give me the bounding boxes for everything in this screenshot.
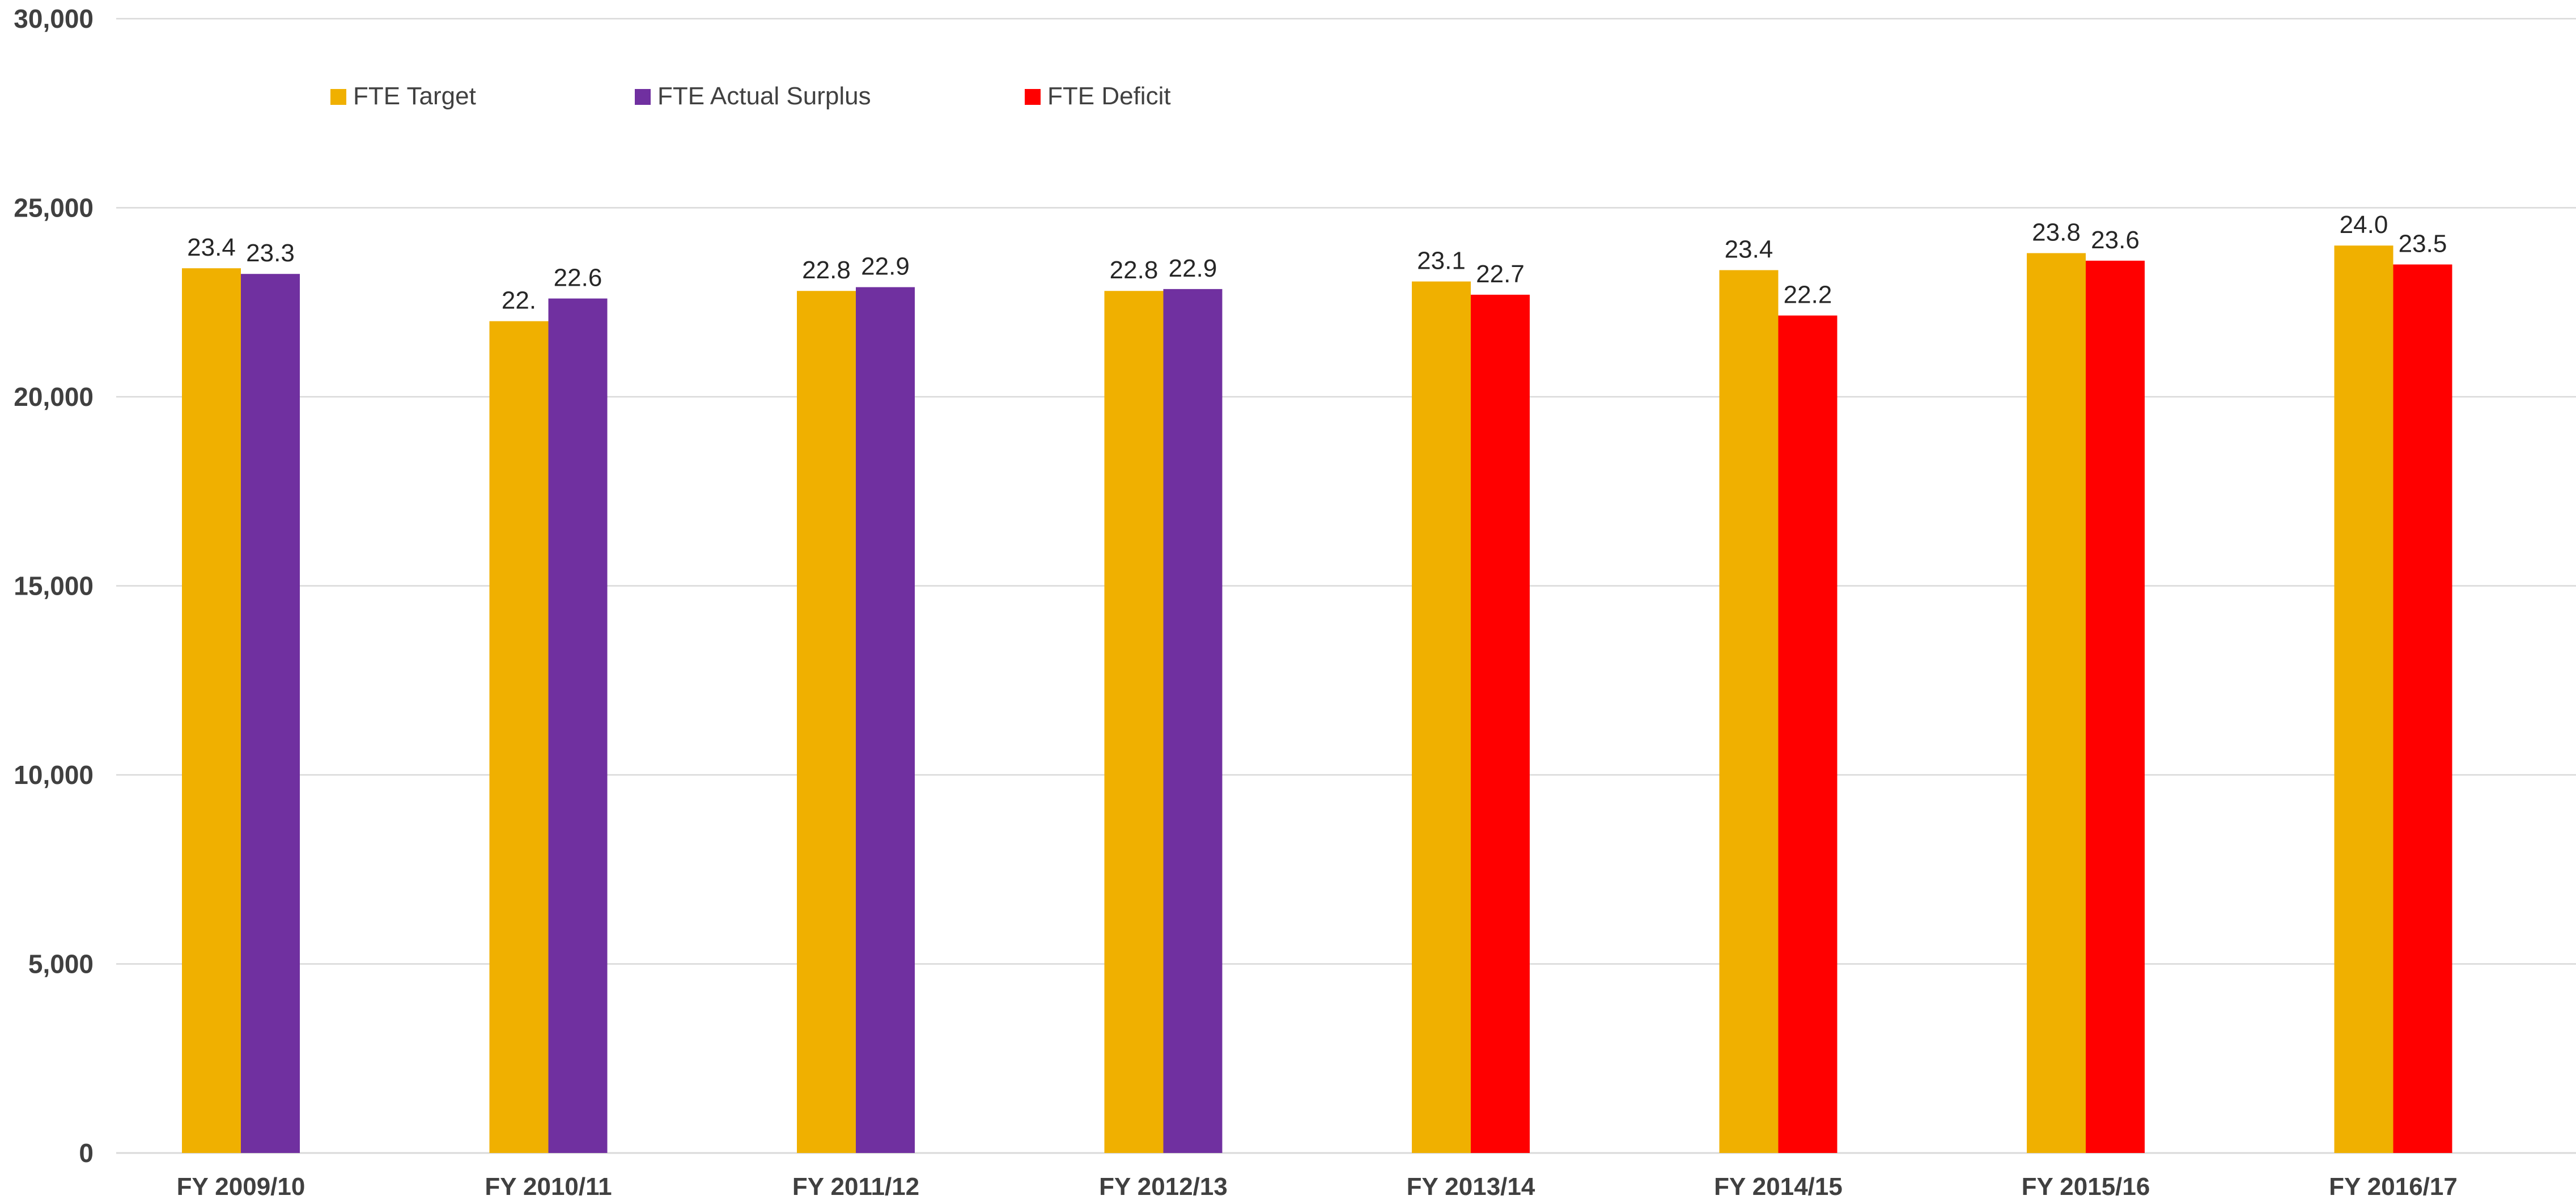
bar-fte-actual	[548, 298, 608, 1153]
data-label: 22.9	[861, 253, 910, 281]
bar-fte-actual	[1163, 289, 1223, 1153]
legend-swatch	[330, 89, 346, 105]
x-axis-ticks: FY 2009/10 FY 2010/11 FY 2011/12 FY 2012/13…	[177, 1173, 2458, 1201]
y-tick-label: 10,000	[14, 760, 94, 790]
bar-fte-actual	[1471, 294, 1530, 1154]
data-label: 23.4	[1725, 236, 1773, 264]
y-tick-label: 0	[79, 1138, 94, 1168]
gridlines	[116, 18, 2576, 1154]
bar-fte-target	[489, 321, 549, 1153]
data-label: 22.9	[1169, 255, 1217, 282]
y-tick-label: 25,000	[14, 193, 94, 223]
y-tick-label: 20,000	[14, 382, 94, 412]
bar-fte-target	[1719, 270, 1779, 1154]
legend-swatch	[635, 89, 651, 105]
legend-label: FTE Target	[353, 82, 476, 110]
x-tick-label: FY 2009/10	[177, 1173, 305, 1201]
bar-fte-target	[2334, 245, 2393, 1154]
bar-fte-target	[182, 268, 241, 1154]
x-tick-label: FY 2011/12	[792, 1173, 919, 1201]
y-tick-label: 15,000	[14, 571, 94, 601]
x-tick-label: FY 2014/15	[1714, 1173, 1843, 1201]
legend-swatch	[1025, 89, 1041, 105]
bar-fte-target	[1412, 281, 1471, 1154]
bar-fte-target	[1104, 291, 1164, 1153]
bar-fte-actual	[856, 287, 915, 1153]
legend-label: FTE Deficit	[1047, 82, 1171, 110]
bar-fte-actual	[241, 274, 300, 1154]
x-tick-label: FY 2015/16	[2022, 1173, 2150, 1201]
x-tick-label: FY 2010/11	[485, 1173, 612, 1201]
bars	[182, 245, 2452, 1154]
bar-fte-target	[797, 291, 856, 1153]
data-label: 22.8	[802, 256, 851, 284]
x-tick-label: FY 2016/17	[2329, 1173, 2458, 1201]
data-label: 23.5	[2399, 230, 2447, 258]
x-tick-label: FY 2012/13	[1099, 1173, 1228, 1201]
data-label: 23.6	[2091, 226, 2140, 254]
data-label: 23.4	[187, 234, 236, 261]
data-label: 23.1	[1417, 247, 1466, 275]
bar-fte-actual	[2393, 264, 2452, 1153]
y-tick-label: 5,000	[28, 949, 94, 979]
data-label: 22.8	[1110, 256, 1158, 284]
data-label: 24.0	[2340, 211, 2388, 239]
bar-fte-actual	[1778, 315, 1837, 1153]
y-tick-label: 30,000	[14, 4, 94, 33]
data-labels: 23.4 23.3 22. 22.6 22.8 22.9 22.8 22.9 23.1 22.7 2…	[187, 211, 2447, 314]
data-label: 22.2	[1784, 281, 1832, 309]
data-label: 22.	[502, 287, 536, 315]
data-label: 22.7	[1476, 260, 1525, 288]
data-label: 22.6	[554, 264, 602, 292]
y-axis-ticks: 0 5,000 10,000 15,000 20,000 25,000 30,000	[14, 4, 94, 1168]
data-label: 23.8	[2032, 219, 2081, 247]
bar-fte-actual	[2086, 260, 2145, 1153]
x-tick-label: FY 2013/14	[1407, 1173, 1535, 1201]
bar-fte-target	[2027, 253, 2086, 1153]
legend: FTE Target FTE Actual Surplus FTE Deficit	[330, 82, 1171, 110]
data-label: 23.3	[246, 239, 295, 267]
legend-label: FTE Actual Surplus	[657, 82, 871, 110]
